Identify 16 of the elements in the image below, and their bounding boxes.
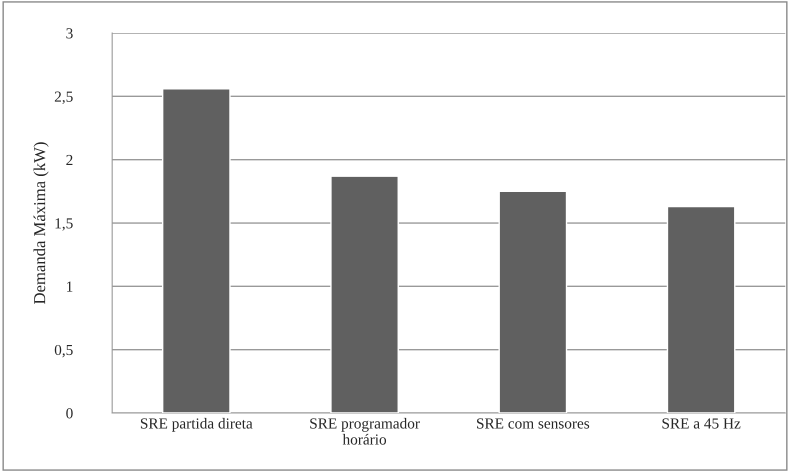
y-tick-label: 1,5 xyxy=(56,218,73,231)
y-tick-label: 1 xyxy=(66,282,72,292)
bar xyxy=(330,175,399,413)
y-tick-label: 0,5 xyxy=(54,344,73,358)
y-tick-label: 2 xyxy=(66,154,72,165)
y-tick-label: 0 xyxy=(66,408,73,418)
bar xyxy=(498,190,568,413)
bar xyxy=(162,88,231,413)
y-axis-title: Demanda Máxima (kW) xyxy=(34,142,49,304)
x-tick-label: SRE a 45 Hz xyxy=(662,418,740,429)
bar xyxy=(666,206,736,413)
x-tick-label: SRE programador horário xyxy=(310,418,420,445)
x-tick-label: SRE partida direta xyxy=(140,418,253,432)
y-tick-label: 3 xyxy=(66,28,73,38)
x-tick-label: SRE com sensores xyxy=(477,418,590,429)
y-tick-label: 2,5 xyxy=(54,92,73,104)
